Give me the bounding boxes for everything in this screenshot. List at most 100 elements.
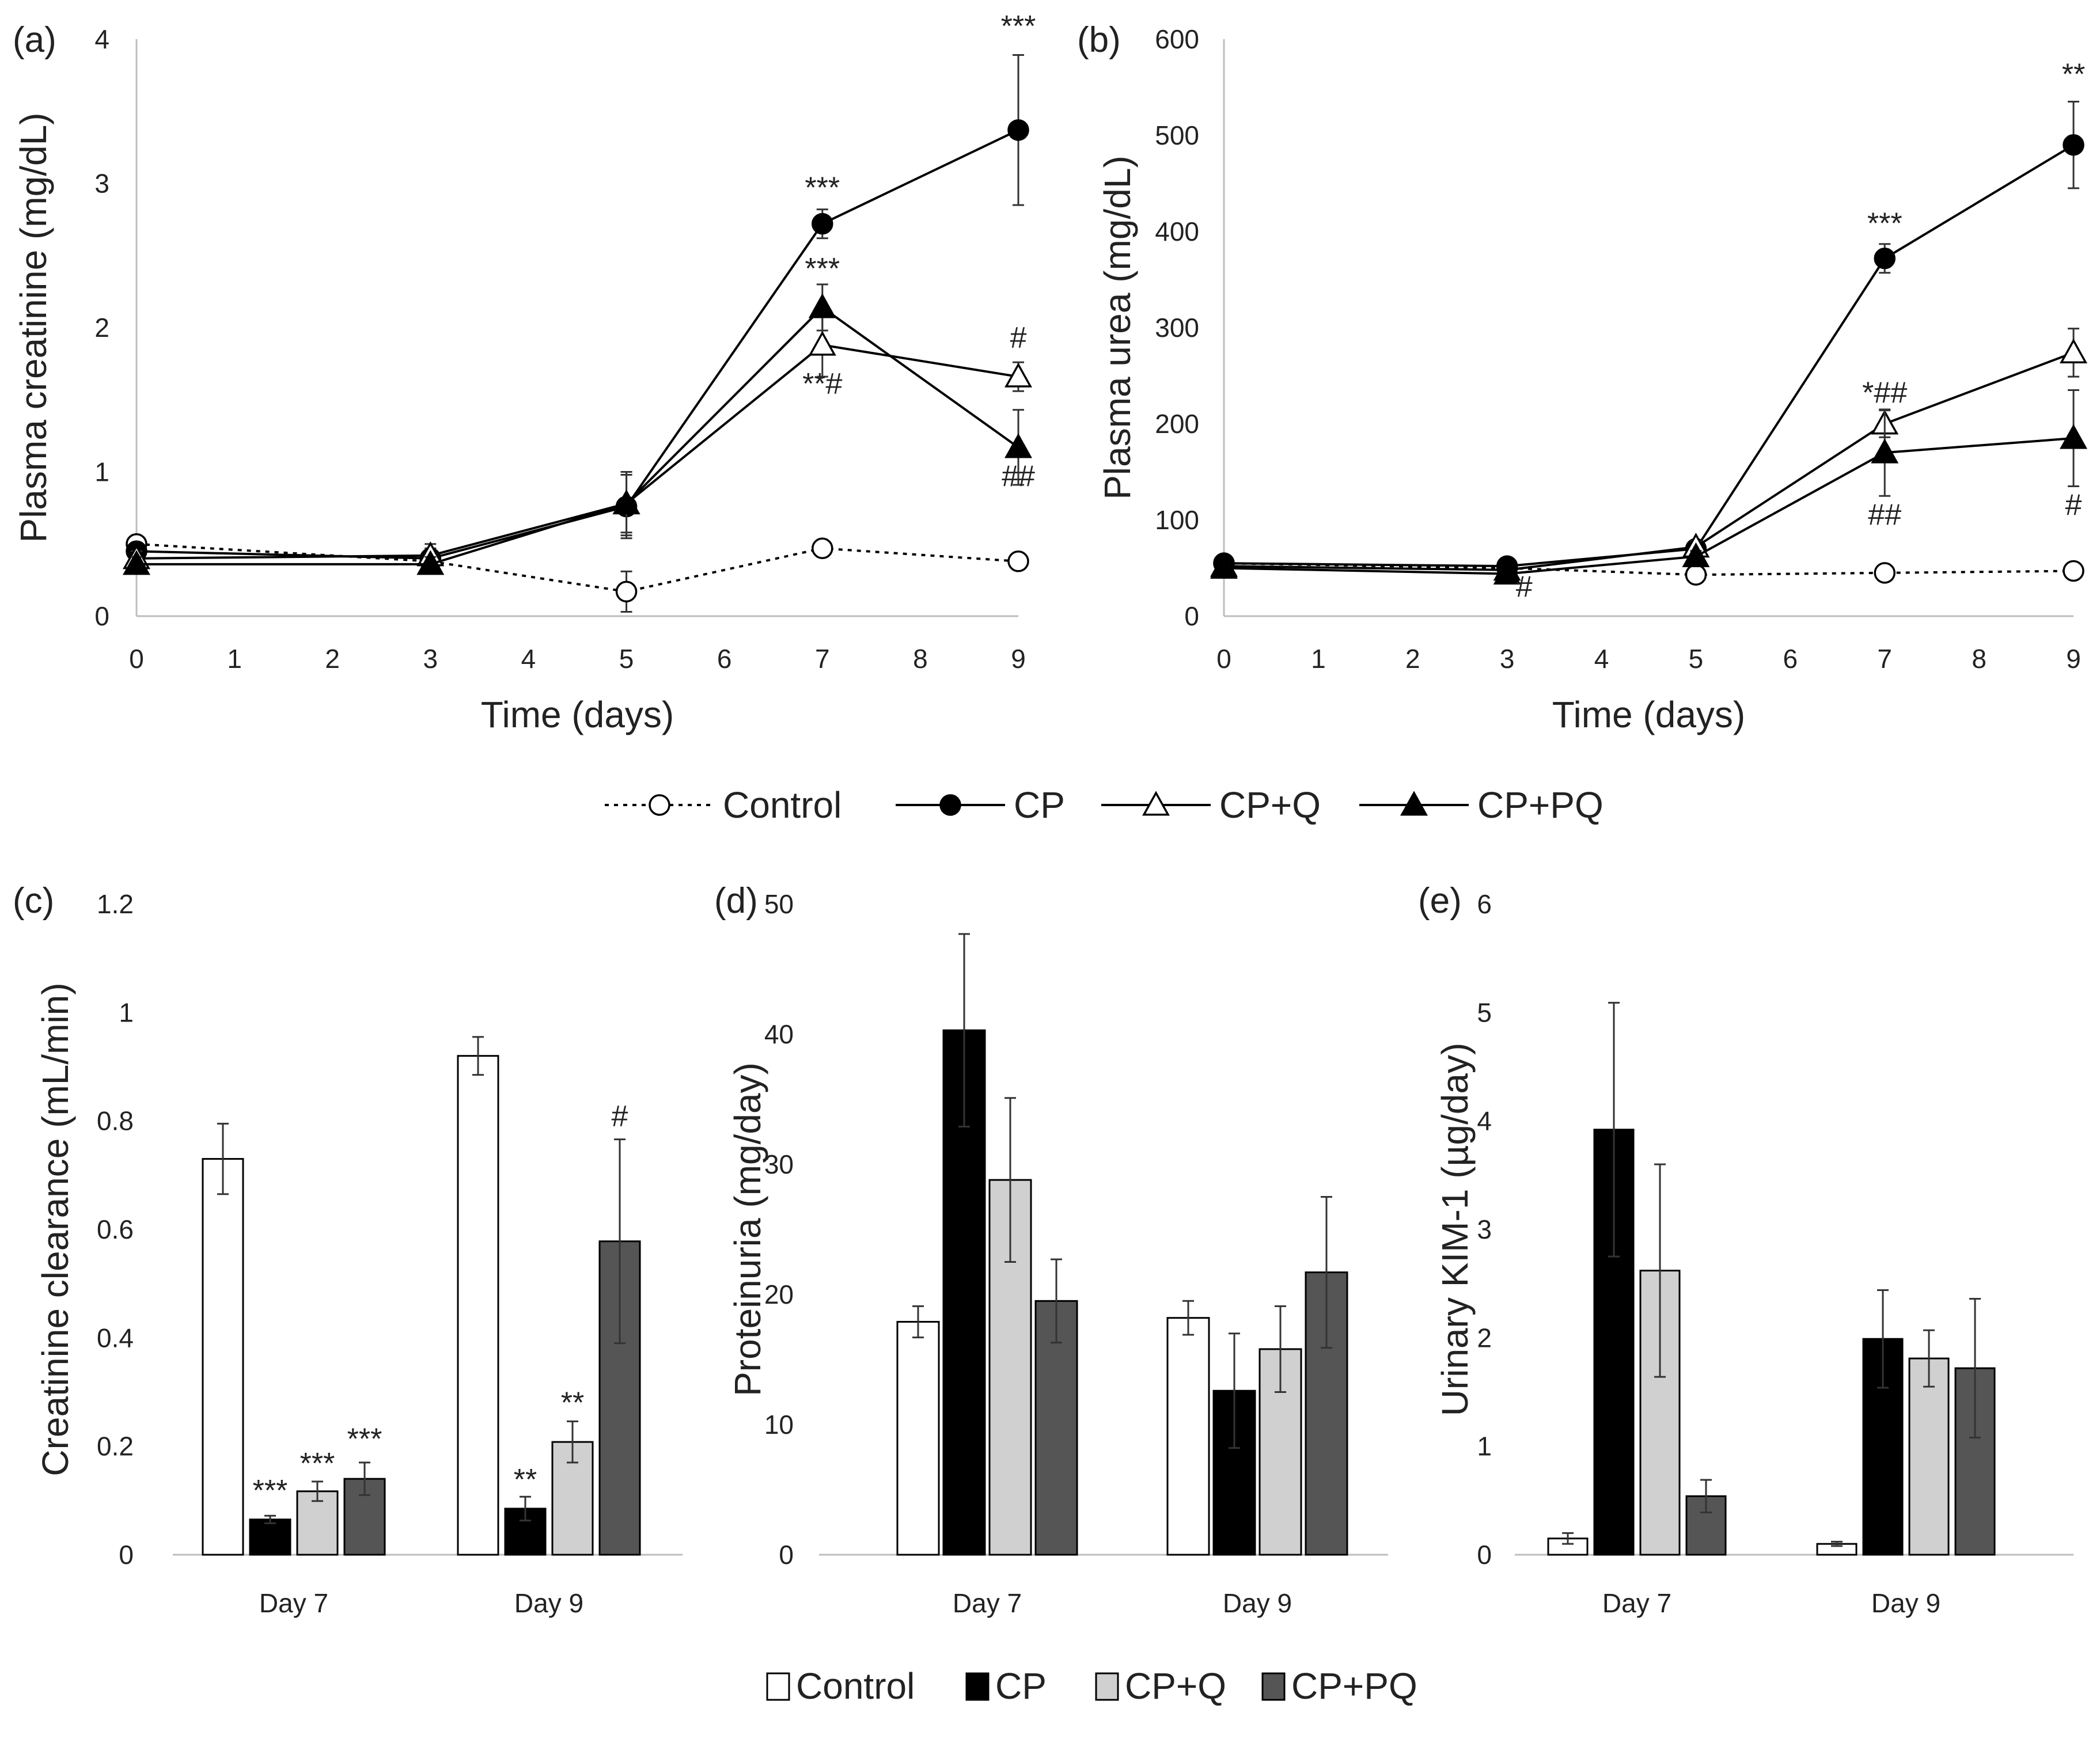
data-point (1871, 438, 1899, 464)
bar-legend: Control CP CP+Q CP+PQ (766, 1665, 1417, 1707)
y-tick-label: 300 (1155, 313, 1199, 343)
series-cp (1213, 101, 2084, 577)
significance-label: ## (1002, 460, 1035, 493)
legend-label: Control (723, 784, 841, 826)
y-tick-label: 5 (1477, 997, 1492, 1027)
x-tick-label: 6 (717, 644, 732, 674)
x-tick-label: 5 (619, 644, 634, 674)
legend-marker (1400, 791, 1428, 816)
data-point (2063, 134, 2084, 156)
x-tick-label: 8 (1972, 644, 1987, 674)
series-cp-pq (1034, 1196, 1348, 1556)
data-point (1004, 433, 1032, 458)
legend-swatch (1095, 1672, 1119, 1701)
legend-label: CP+PQ (1477, 784, 1604, 826)
y-tick-label: 50 (764, 889, 794, 919)
legend-label: CP (1014, 784, 1065, 826)
significance-label: ** (514, 1463, 537, 1497)
series-cp-pq (343, 1138, 641, 1556)
significance-label: ** (561, 1386, 584, 1419)
x-axis-title: Time (days) (1552, 694, 1745, 735)
x-tick-label: 7 (1877, 644, 1892, 674)
series-control (126, 533, 1029, 613)
panel-label: (d) (714, 881, 758, 921)
series-line (1223, 143, 2075, 568)
legend-item-cp: CP (965, 1665, 1047, 1707)
series-cp-q (988, 1097, 1302, 1556)
x-tick-label: 1 (1311, 644, 1326, 674)
x-tick-label: 2 (1405, 644, 1420, 674)
significance-label: *** (300, 1447, 335, 1480)
bar (457, 1055, 499, 1556)
significance-label: # (1010, 321, 1027, 355)
x-tick-label: 0 (1216, 644, 1231, 674)
y-tick-label: 20 (764, 1279, 794, 1309)
series-cp-q (123, 312, 1032, 569)
series-cp-pq (1685, 1298, 1996, 1556)
x-tick-label: 0 (129, 644, 144, 674)
data-point (615, 580, 638, 603)
legend-marker (939, 794, 961, 816)
data-point (1210, 553, 1238, 579)
x-tick-label: 5 (1689, 644, 1704, 674)
data-point (1874, 248, 1896, 269)
y-tick-label: 1 (1477, 1432, 1492, 1461)
series-line (136, 343, 1019, 560)
x-tick-label: 9 (1011, 644, 1026, 674)
y-tick-label: 2 (94, 313, 109, 343)
y-tick-label: 100 (1155, 505, 1199, 535)
y-tick-label: 400 (1155, 217, 1199, 246)
legend-item-control: Control (766, 1665, 915, 1707)
y-axis-title: Proteinuria (mg/day) (727, 1062, 768, 1396)
series-control (202, 1036, 499, 1556)
x-tick-label: 9 (2066, 644, 2081, 674)
panel-label: (b) (1077, 20, 1121, 60)
series-cp-q (1210, 328, 2087, 581)
series-cp (942, 933, 1256, 1556)
legend-label: Control (796, 1665, 915, 1707)
significance-label: *** (1867, 207, 1902, 240)
series-cp-pq (1210, 389, 2087, 585)
legend-item-cp-pq: CP+PQ (1359, 784, 1604, 826)
panel-label: (c) (13, 881, 54, 921)
y-tick-label: 4 (1477, 1106, 1492, 1136)
x-axis-title: Time (days) (481, 694, 674, 735)
series-line (136, 542, 1019, 593)
series-cp (249, 1495, 547, 1556)
panel-label: (a) (13, 20, 56, 60)
category-label: Day 9 (1871, 1588, 1940, 1618)
y-tick-label: 0.4 (97, 1323, 134, 1353)
y-tick-label: 0 (94, 601, 109, 631)
bar (1166, 1317, 1210, 1556)
chart-d: (d) 0 10 20 30 40 50 Proteinuria (mg/day) Day 7 D… (714, 881, 1388, 1618)
bar (1908, 1357, 1950, 1556)
x-tick-label: 2 (325, 644, 340, 674)
legend-swatch (1261, 1672, 1286, 1701)
series-cp (126, 54, 1029, 569)
data-point (2060, 424, 2087, 449)
x-tick-label: 6 (1783, 644, 1798, 674)
y-tick-label: 0 (1184, 601, 1199, 631)
legend-label: CP+PQ (1291, 1665, 1417, 1707)
y-axis-title: Creatinine clearance (mL/min) (35, 982, 76, 1476)
significance-label: *** (253, 1474, 288, 1508)
data-point (1007, 550, 1029, 572)
data-point (1874, 562, 1896, 584)
data-point (1493, 559, 1521, 585)
x-tick-label: 8 (913, 644, 928, 674)
bar (202, 1158, 244, 1556)
bar (249, 1518, 291, 1556)
category-label: Day 9 (514, 1588, 583, 1618)
legend-item-cp-q: CP+Q (1101, 784, 1321, 826)
legend-label: CP+Q (1125, 1665, 1226, 1707)
data-point (416, 550, 445, 575)
series-cp (1593, 1001, 1904, 1556)
significance-label: *** (805, 172, 840, 205)
y-tick-label: 1 (119, 997, 134, 1027)
y-tick-label: 500 (1155, 120, 1199, 150)
data-point (2063, 560, 2084, 582)
category-label: Day 7 (259, 1588, 328, 1618)
y-tick-label: 600 (1155, 24, 1199, 54)
data-point (812, 537, 833, 560)
y-tick-label: 3 (94, 169, 109, 199)
